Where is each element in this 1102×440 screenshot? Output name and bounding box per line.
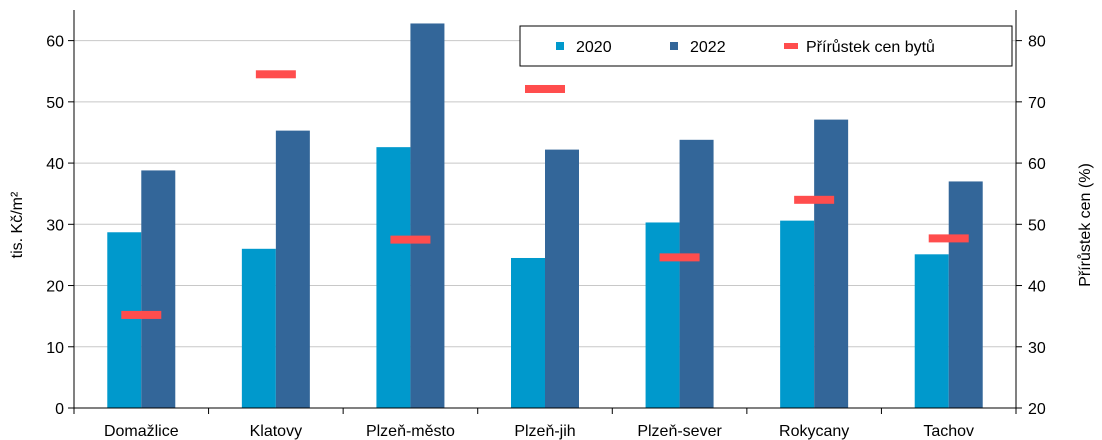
legend: 2020 2022 Přírůstek cen bytů xyxy=(519,25,1013,67)
left-tick-label: 20 xyxy=(46,279,64,296)
bar-2020 xyxy=(511,257,545,408)
increase-markers xyxy=(121,70,969,319)
marker-increase xyxy=(121,310,162,319)
marker-increase xyxy=(255,70,296,79)
legend-swatch xyxy=(556,42,564,50)
right-axis-ticks: 20 30 40 50 60 70 80 xyxy=(1016,34,1046,418)
marker-increase xyxy=(928,234,969,243)
marker-increase xyxy=(659,253,700,262)
category-label: Plzeň-sever xyxy=(637,423,722,440)
category-label: Domažlice xyxy=(104,423,179,440)
legend-label: 2022 xyxy=(690,39,726,56)
right-tick-label: 60 xyxy=(1028,156,1046,173)
category-label: Plzeň-město xyxy=(366,423,455,440)
bar-2022 xyxy=(948,181,983,408)
legend-label: 2020 xyxy=(576,39,612,56)
right-tick-label: 20 xyxy=(1028,401,1046,418)
bar-2020 xyxy=(645,222,680,408)
left-tick-label: 30 xyxy=(46,217,64,234)
legend-box xyxy=(519,25,1013,67)
marker-increase xyxy=(794,195,835,204)
bar-2022 xyxy=(141,170,176,408)
category-label: Tachov xyxy=(923,423,974,440)
category-label: Klatovy xyxy=(250,423,302,440)
marker-increase xyxy=(390,235,431,244)
bar-2020 xyxy=(914,254,949,408)
bar-2022 xyxy=(814,119,849,408)
category-labels: Domažlice Klatovy Plzeň-město Plzeň-jih Plze… xyxy=(104,423,974,440)
axes xyxy=(73,10,1017,414)
right-tick-label: 30 xyxy=(1028,340,1046,357)
legend-swatch xyxy=(784,43,798,49)
right-tick-label: 50 xyxy=(1028,217,1046,234)
left-tick-label: 10 xyxy=(46,340,64,357)
left-tick-label: 50 xyxy=(46,95,64,112)
legend-swatch xyxy=(670,42,678,50)
category-label: Plzeň-jih xyxy=(514,423,575,440)
bar-2020 xyxy=(107,232,142,408)
left-axis-title: tis. Kč/m² xyxy=(9,191,26,258)
bar-2022 xyxy=(275,130,310,408)
bar-2022 xyxy=(410,23,445,409)
right-tick-label: 70 xyxy=(1028,95,1046,112)
bar-2020 xyxy=(241,248,276,408)
legend-label: Přírůstek cen bytů xyxy=(806,38,935,56)
category-label: Rokycany xyxy=(779,423,849,440)
left-tick-label: 40 xyxy=(46,156,64,173)
bar-2020 xyxy=(780,220,815,408)
bars xyxy=(107,23,983,409)
left-axis-ticks: 0 10 20 30 40 50 60 xyxy=(46,34,74,418)
bar-2020 xyxy=(376,147,411,408)
bar-2022 xyxy=(679,139,714,408)
right-tick-label: 40 xyxy=(1028,279,1046,296)
right-axis-title: Přírůstek cen (%) xyxy=(1076,163,1094,287)
marker-increase xyxy=(525,84,565,93)
left-tick-label: 0 xyxy=(55,401,64,418)
bar-2022 xyxy=(545,149,579,409)
right-tick-label: 80 xyxy=(1028,34,1046,51)
left-tick-label: 60 xyxy=(46,34,64,51)
